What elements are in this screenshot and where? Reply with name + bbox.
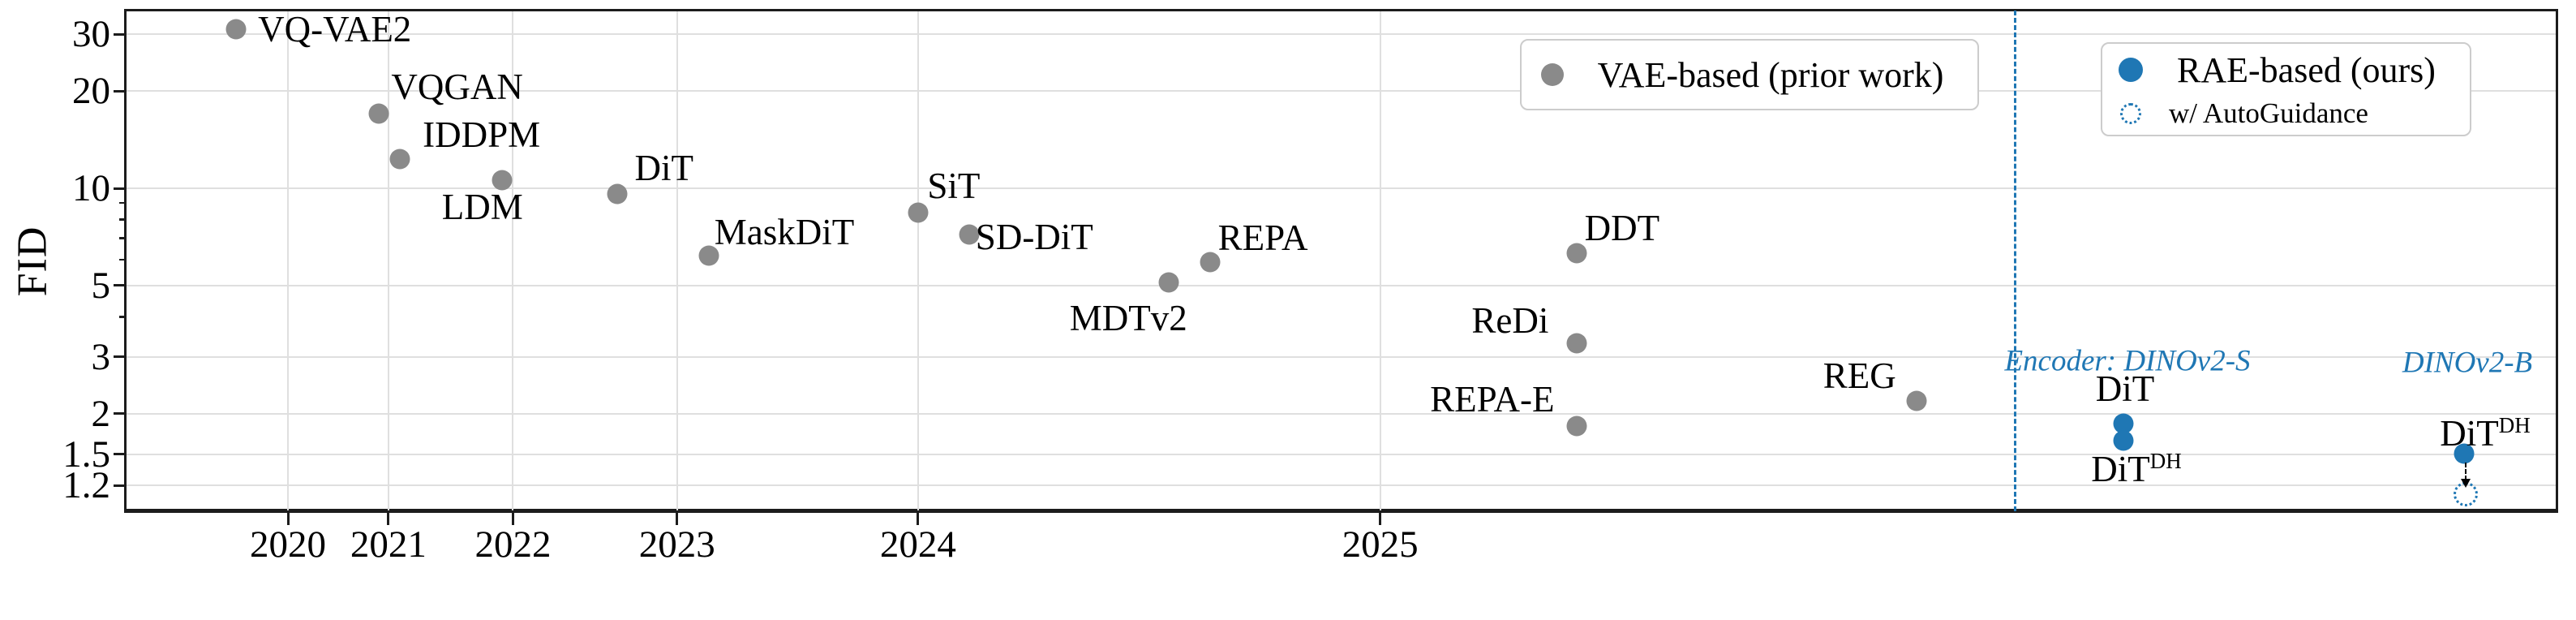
data-point-label-ddt: DDT xyxy=(1584,207,1660,248)
data-point-dot-sd-dit xyxy=(959,224,980,245)
grid-line-y xyxy=(127,284,2556,286)
grid-line-x xyxy=(512,11,514,510)
grid-line-x xyxy=(1379,11,1381,510)
x-tick-label: 2020 xyxy=(250,523,326,566)
x-tick-label: 2025 xyxy=(1342,523,1419,566)
data-point-dot-ddt xyxy=(1566,243,1587,264)
legend-label-prior: VAE-based (prior work) xyxy=(1597,54,1944,95)
y-tick xyxy=(114,187,126,190)
data-point-dot-vqgan xyxy=(368,103,389,124)
data-point-dot-repa-e xyxy=(1566,415,1587,437)
grid-line-x xyxy=(387,11,389,510)
data-point-dot-ldm xyxy=(492,170,513,191)
y-minor-tick xyxy=(119,218,126,221)
grid-line-y xyxy=(127,453,2556,455)
y-tick-label: 1.2 xyxy=(62,464,110,507)
data-point-label-iddpm: IDDPM xyxy=(423,114,541,156)
x-tick xyxy=(511,512,514,525)
data-point-dot-sit xyxy=(908,202,929,223)
encoder-annotation-left: Encoder: DINOv2-S xyxy=(2004,344,2251,378)
y-minor-tick xyxy=(119,258,126,261)
autoguidance-arrow-head xyxy=(2461,478,2471,488)
y-minor-tick xyxy=(119,237,126,239)
data-point-label-repa: REPA xyxy=(1217,217,1308,259)
data-point-dot-mdtv2 xyxy=(1158,272,1179,293)
grid-line-y xyxy=(127,484,2556,487)
data-point-label-maskdit: MaskDiT xyxy=(714,211,855,252)
legend-row-autoguidance: w/ AutoGuidance xyxy=(2102,97,2470,130)
data-point-label-dit: DiTDH xyxy=(2091,449,2182,490)
data-point-dot-dit xyxy=(2113,430,2134,451)
autoguidance-arrow xyxy=(2464,462,2467,480)
y-tick xyxy=(114,355,126,359)
blue-dot-marker-icon xyxy=(2119,58,2143,82)
data-point-label-reg: REG xyxy=(1823,355,1896,396)
data-point-label-ldm: LDM xyxy=(441,186,523,227)
y-tick xyxy=(114,89,126,93)
x-tick xyxy=(676,512,679,525)
y-minor-tick xyxy=(119,316,126,318)
legend-rae-based: RAE-based (ours) w/ AutoGuidance xyxy=(2101,42,2471,136)
data-point-label-dit: DiTDH xyxy=(2440,412,2531,454)
data-point-label-dit: DiT xyxy=(2095,368,2155,409)
y-tick-label: 10 xyxy=(72,167,110,209)
data-point-label-sd-dit: SD-DiT xyxy=(975,216,1093,257)
x-tick-label: 2024 xyxy=(879,523,956,566)
rae-divider-line xyxy=(2014,11,2016,511)
data-point-label-sit: SiT xyxy=(927,166,981,207)
data-point-dot-dit xyxy=(2454,443,2475,464)
data-point-dot-repa xyxy=(1200,252,1221,273)
y-tick xyxy=(114,453,126,456)
grid-line-y xyxy=(127,412,2556,415)
data-point-label-redi: ReDi xyxy=(1471,300,1549,342)
data-point-dot-redi xyxy=(1566,333,1587,354)
x-tick xyxy=(286,512,290,525)
dotted-circle-marker-icon xyxy=(2120,102,2141,124)
plot-area xyxy=(124,9,2558,513)
y-minor-tick xyxy=(119,201,126,205)
data-point-dot-reg xyxy=(1906,390,1927,411)
grid-line-x xyxy=(917,11,919,510)
x-tick-label: 2021 xyxy=(350,523,427,566)
data-point-dot-iddpm xyxy=(389,149,410,170)
encoder-annotation-right: DINOv2-B xyxy=(2402,346,2533,380)
x-tick xyxy=(387,512,390,525)
data-point-label-dit: DiT xyxy=(634,148,693,189)
x-tick xyxy=(1379,512,1382,525)
x-tick xyxy=(917,512,920,525)
legend-label-autoguidance: w/ AutoGuidance xyxy=(2169,97,2368,129)
grid-line-y xyxy=(127,187,2556,189)
y-tick-label: 20 xyxy=(72,70,110,113)
grid-line-y xyxy=(127,33,2556,36)
y-tick-label: 30 xyxy=(72,13,110,56)
data-point-dot-dit xyxy=(2113,413,2134,434)
grid-line-y xyxy=(127,355,2556,358)
y-tick xyxy=(114,412,126,415)
grid-line-x xyxy=(287,11,289,510)
data-point-dot-dit xyxy=(607,183,628,205)
y-tick-label: 3 xyxy=(91,335,111,378)
x-tick-label: 2023 xyxy=(638,523,715,566)
y-tick xyxy=(114,484,126,487)
data-point-label-mdtv2: MDTv2 xyxy=(1069,298,1187,339)
gray-dot-marker-icon xyxy=(1541,63,1564,86)
legend-label-ours: RAE-based (ours) xyxy=(2177,50,2436,90)
y-tick-label: 2 xyxy=(91,392,111,435)
y-tick xyxy=(114,32,126,36)
x-tick-label: 2022 xyxy=(474,523,552,566)
data-point-label-repa-e: REPA-E xyxy=(1430,379,1555,420)
data-point-label-vqgan: VQGAN xyxy=(391,67,523,108)
legend-row-rae: RAE-based (ours) xyxy=(2102,50,2470,91)
grid-line-x xyxy=(676,11,678,510)
grid-line-y xyxy=(127,90,2556,93)
y-tick-label: 1.5 xyxy=(62,433,110,476)
data-point-dot-vq-vae2 xyxy=(225,19,247,40)
data-point-dot-maskdit xyxy=(698,245,719,266)
y-tick xyxy=(114,284,126,287)
data-point-label-vq-vae2: VQ-VAE2 xyxy=(258,9,412,50)
legend-vae-based: VAE-based (prior work) xyxy=(1520,39,1979,110)
y-tick-label: 5 xyxy=(91,264,111,307)
